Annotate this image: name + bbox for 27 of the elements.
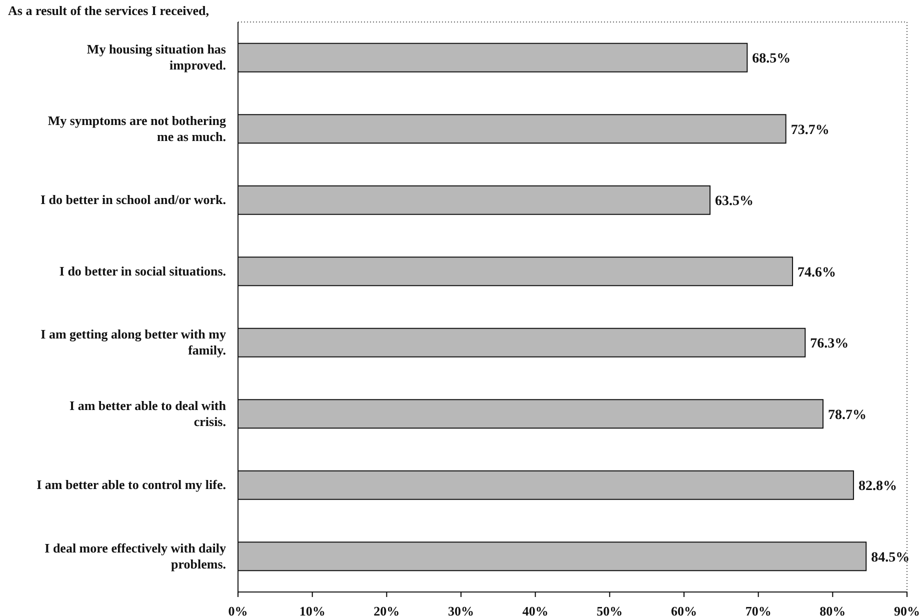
data-label: 76.3% bbox=[810, 336, 849, 352]
x-tick-label: 30% bbox=[448, 604, 474, 616]
data-label: 68.5% bbox=[752, 52, 791, 67]
y-tick-label: My housing situation has improved. bbox=[86, 42, 226, 73]
data-label: 82.8% bbox=[858, 479, 897, 494]
data-label: 73.7% bbox=[790, 122, 830, 138]
x-tick-label: 70% bbox=[745, 604, 772, 616]
x-tick-label: 80% bbox=[820, 604, 846, 616]
y-tick-label: I am getting along better with my family. bbox=[40, 326, 226, 358]
data-label: 63.5% bbox=[715, 194, 754, 210]
x-tick-label: 10% bbox=[299, 604, 326, 616]
y-tick-label: I am better able to control my life. bbox=[36, 477, 226, 492]
y-tick-label: I do better in school and/or work. bbox=[40, 192, 226, 208]
y-tick-label: I am better able to deal with crisis. bbox=[70, 398, 227, 429]
y-tick-label: My symptoms are not bothering me as much. bbox=[48, 112, 226, 144]
x-tick-label: 50% bbox=[596, 604, 623, 616]
x-tick-label: 90% bbox=[894, 604, 920, 616]
y-tick-label: I do better in social situations. bbox=[59, 263, 226, 278]
data-label: 84.5% bbox=[871, 550, 910, 566]
x-tick-label: 40% bbox=[522, 604, 548, 616]
x-tick-label: 20% bbox=[374, 604, 400, 616]
text: As a result of the services I received, bbox=[8, 3, 209, 18]
y-tick-label: I deal more effectively with daily problems. bbox=[44, 540, 226, 572]
x-tick-label: 60% bbox=[671, 604, 697, 616]
data-label: 78.7% bbox=[828, 408, 867, 423]
x-tick-label: 0% bbox=[228, 604, 248, 616]
data-label: 74.6% bbox=[798, 265, 836, 280]
